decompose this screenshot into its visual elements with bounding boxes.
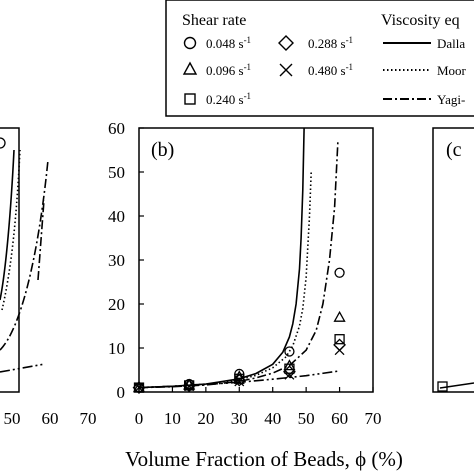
legend-square-marker	[184, 93, 196, 105]
legend-diamond-marker	[278, 35, 294, 51]
x-tick-label: 0	[135, 409, 144, 428]
legend-frame	[165, 0, 474, 117]
x-tick-label: 20	[197, 409, 214, 428]
y-tick-label: 60	[108, 119, 125, 138]
legend-rate-0288: 0.288 s-1	[308, 35, 353, 51]
dotted-curve	[138, 171, 312, 389]
legend-triangle-marker	[182, 61, 198, 75]
y-tick-label: 0	[117, 383, 126, 402]
circle-point	[334, 267, 345, 278]
panel-a-dotted-curve	[1, 149, 21, 311]
panel-b-points	[132, 267, 346, 395]
cross-point	[284, 369, 295, 380]
legend-eq-yagi: Yagi-	[437, 92, 465, 107]
legend-rate-0096: 0.096 s-1	[206, 62, 251, 78]
x-tick-label: 10	[164, 409, 181, 428]
legend-shear-rate-title: Shear rate	[182, 12, 246, 29]
y-tick-label: 50	[108, 163, 125, 182]
x-axis-label: Volume Fraction of Beads, ϕ (%)	[125, 447, 403, 471]
panel-a-curves	[0, 149, 49, 373]
panel-a-partial: 50 60 70	[0, 127, 97, 428]
legend-rate-0480: 0.480 s-1	[308, 62, 353, 78]
square-point	[133, 382, 145, 393]
legend-circle-marker	[183, 36, 197, 50]
panel-b-label: (b)	[151, 139, 174, 161]
panel-c-partial: (c	[432, 127, 474, 393]
square-point	[284, 363, 295, 374]
x-tick-label: 50	[298, 409, 315, 428]
legend-eq-dalla: Dalla	[437, 36, 465, 51]
panel-a-dashdot-short-curve	[37, 199, 45, 281]
triangle-point	[283, 359, 296, 371]
panel-a-dashdot-curve	[0, 159, 49, 351]
panel-a-tick-50: 50	[4, 409, 21, 428]
panel-c-frame	[432, 127, 474, 393]
x-tick-label: 30	[231, 409, 248, 428]
y-tick-label: 10	[108, 339, 125, 358]
legend-viscosity-title: Viscosity eq	[381, 12, 460, 29]
x-tick-label: 60	[331, 409, 348, 428]
panel-b-y-ticks: 0 10 20 30 40 50 60	[108, 119, 144, 402]
panel-a-solid-curve	[0, 149, 15, 301]
legend-eq-moor: Moor	[437, 63, 467, 78]
y-tick-label: 30	[108, 251, 125, 270]
cross-point	[234, 376, 245, 387]
legend-cross-marker	[279, 63, 293, 77]
legend-rate-0240: 0.240 s-1	[206, 91, 251, 107]
triangle-point	[333, 310, 346, 322]
legend: Shear rate Viscosity eq 0.048 s-1 0.288 …	[165, 0, 474, 117]
panel-c-label: (c	[446, 139, 462, 161]
y-tick-label: 40	[108, 207, 125, 226]
panel-a-circle-marker	[0, 137, 6, 149]
diamond-point	[283, 365, 296, 379]
cross-point	[334, 345, 345, 356]
panel-a-frame	[0, 127, 20, 393]
panel-c-marker	[437, 381, 448, 392]
panel-a-tick-70: 70	[80, 409, 97, 428]
diamond-point	[182, 379, 196, 393]
x-tick-label: 70	[365, 409, 382, 428]
panel-b-x-ticks: 0 10 20 30 40 50 60 70	[135, 387, 382, 428]
square-point	[334, 334, 345, 345]
y-tick-label: 20	[108, 295, 125, 314]
panel-c-curve	[439, 382, 474, 389]
panel-a-tick-60: 60	[42, 409, 59, 428]
panel-b: (b) 0 10 20 30 40 50 60 70 0 10 20 30 40 50 60	[108, 119, 382, 428]
panel-b-frame	[138, 127, 374, 393]
cross-point	[184, 381, 195, 392]
panel-a-dashdotdot-curve	[0, 363, 46, 373]
legend-rate-0048: 0.048 s-1	[206, 35, 251, 51]
diamond-point	[132, 381, 146, 395]
cross-point	[134, 382, 144, 393]
x-tick-label: 40	[264, 409, 281, 428]
circle-point	[284, 346, 295, 357]
